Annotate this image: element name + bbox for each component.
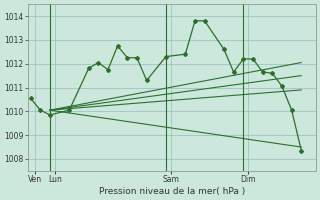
X-axis label: Pression niveau de la mer( hPa ): Pression niveau de la mer( hPa ) [99, 187, 245, 196]
